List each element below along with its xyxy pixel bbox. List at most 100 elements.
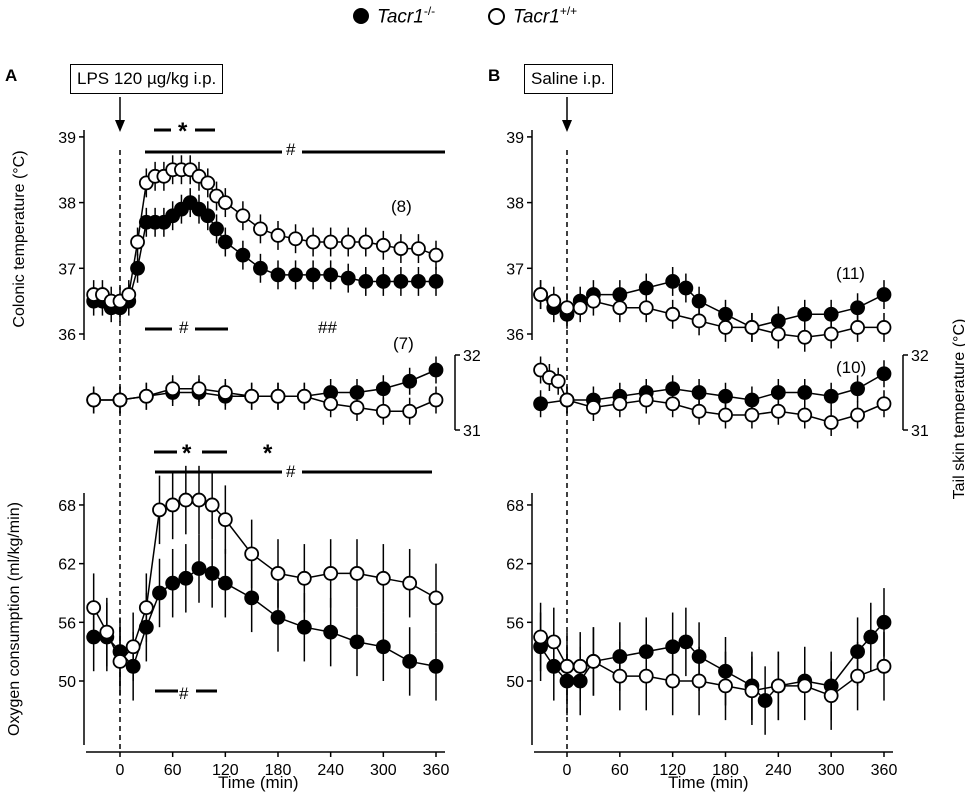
marker-filled (375, 274, 391, 289)
n-ko-a: (8) (391, 197, 412, 216)
colonic-tick-label-A: 39 (58, 130, 76, 147)
marker-filled (678, 280, 694, 296)
marker-open (99, 624, 115, 640)
marker-filled (204, 566, 220, 581)
marker-filled (876, 614, 892, 630)
sig-star-oxygen-2: * (263, 440, 273, 467)
marker-filled (375, 381, 391, 397)
marker-open (612, 396, 628, 412)
marker-open (586, 400, 601, 415)
marker-open (349, 400, 365, 415)
colonic-tick-label-B: 39 (506, 130, 524, 147)
marker-filled (296, 619, 312, 635)
marker-filled (850, 381, 865, 397)
marker-open (323, 566, 339, 581)
marker-open (288, 231, 303, 247)
marker-open (375, 403, 391, 419)
marker-filled (428, 274, 444, 289)
marker-open (586, 293, 601, 309)
marker-open (770, 403, 786, 419)
marker-open (770, 678, 786, 694)
marker-open (665, 673, 681, 689)
legend-wildtype-name: Tacr1 (513, 6, 560, 28)
marker-open (191, 492, 207, 508)
marker-open (572, 658, 588, 674)
marker-open (125, 639, 141, 655)
marker-filled (863, 629, 879, 645)
marker-open (138, 388, 154, 404)
marker-filled (876, 366, 892, 382)
sig-hash-colonic-top: # (286, 140, 296, 159)
marker-open (217, 385, 233, 400)
marker-open (411, 241, 426, 256)
arrow-head-icon (115, 120, 125, 132)
marker-open (165, 381, 181, 397)
marker-open (718, 407, 733, 423)
oxygen-tick-label-B: 62 (506, 557, 524, 574)
sig-hash-oxygen-bottom: # (179, 684, 189, 703)
marker-open (204, 497, 220, 513)
marker-open (691, 673, 707, 689)
marker-open (428, 590, 444, 606)
marker-open (305, 234, 321, 250)
marker-filled (691, 293, 707, 309)
n-wt-a: (7) (393, 334, 414, 353)
marker-open (850, 407, 865, 423)
marker-open (402, 403, 418, 419)
marker-open (612, 300, 628, 316)
marker-filled (428, 658, 444, 674)
time-tick-label-A: 180 (265, 762, 292, 779)
colonic-tick-label-A: 37 (58, 261, 76, 278)
tail-tick-label-A: 32 (463, 348, 481, 365)
marker-open (797, 407, 813, 423)
oxygen-tick-label-A: 68 (58, 498, 76, 515)
tail-tick-label-A: 31 (463, 423, 481, 440)
marker-filled (244, 590, 260, 606)
open-circle-icon (488, 7, 505, 25)
marker-open (270, 228, 286, 243)
marker-open (349, 566, 365, 581)
marker-open (718, 678, 733, 694)
marker-filled (375, 639, 391, 655)
marker-filled (402, 373, 418, 389)
marker-open (112, 392, 128, 408)
marker-open (86, 600, 102, 616)
marker-filled (533, 396, 548, 412)
marker-filled (270, 610, 286, 625)
marker-filled (217, 234, 233, 250)
marker-open (691, 403, 707, 419)
marker-open (296, 570, 312, 586)
marker-filled (323, 267, 339, 283)
marker-open (770, 326, 786, 342)
marker-open (323, 396, 339, 412)
marker-open (665, 396, 681, 412)
marker-open (533, 629, 548, 645)
marker-open (428, 247, 444, 263)
marker-filled (323, 624, 339, 640)
marker-open (559, 300, 575, 316)
marker-open (744, 320, 760, 335)
marker-open (876, 320, 892, 335)
time-tick-label-B: 360 (871, 762, 898, 779)
marker-open (559, 392, 575, 408)
marker-filled (340, 270, 356, 286)
marker-filled (402, 654, 418, 669)
marker-open (152, 502, 167, 518)
marker-open (823, 326, 839, 342)
n-ko-b: (11) (836, 264, 865, 283)
oxygen-tick-label-A: 50 (58, 674, 76, 691)
marker-open (546, 634, 562, 650)
marker-filled (349, 634, 365, 650)
marker-open (850, 668, 865, 684)
filled-circle-icon (353, 8, 369, 25)
time-label-a: Time (min) (218, 773, 299, 792)
panel-letter-b: B (488, 66, 501, 85)
marker-filled (288, 267, 303, 283)
time-tick-label-B: 60 (611, 762, 629, 779)
marker-open (744, 407, 760, 423)
tail-tick-label-B: 32 (911, 348, 929, 365)
marker-open (270, 388, 286, 404)
marker-filled (797, 306, 813, 322)
marker-open (402, 575, 418, 591)
